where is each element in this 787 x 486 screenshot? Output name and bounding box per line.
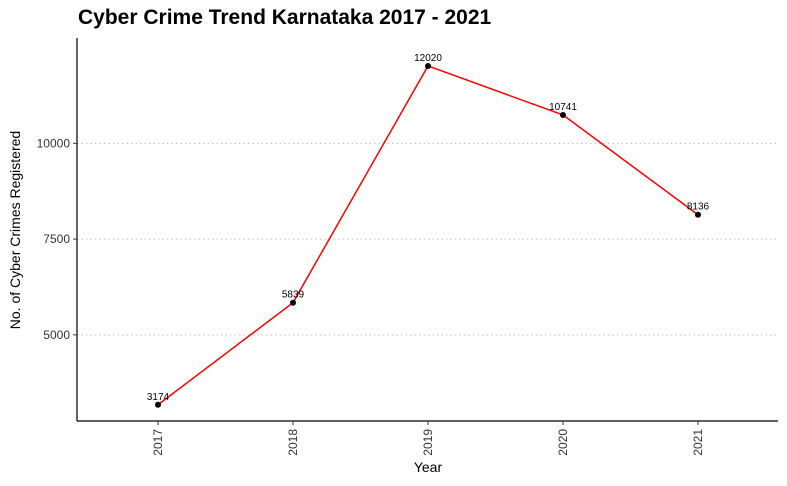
series xyxy=(155,62,701,408)
gridlines xyxy=(77,142,778,336)
data-point xyxy=(290,299,296,306)
data-label: 8136 xyxy=(687,202,710,213)
data-point xyxy=(425,62,431,69)
x-tick-label: 2018 xyxy=(286,429,300,456)
data-label: 10741 xyxy=(549,102,577,113)
data-label: 3174 xyxy=(147,392,170,403)
data-point xyxy=(560,111,566,118)
data-label: 5839 xyxy=(282,290,305,301)
x-tick-label: 2019 xyxy=(421,429,435,456)
x-tick-label: 2017 xyxy=(151,429,165,456)
chart-title: Cyber Crime Trend Karnataka 2017 - 2021 xyxy=(78,6,492,29)
x-tick-label: 2020 xyxy=(556,429,570,456)
x-axis-title: Year xyxy=(414,459,443,475)
y-axis-title: No. of Cyber Crimes Registered xyxy=(7,131,23,329)
data-point xyxy=(695,211,701,218)
data-label: 12020 xyxy=(414,53,442,64)
y-tick-label: 7500 xyxy=(43,232,70,246)
data-point xyxy=(155,401,161,408)
x-axis-ticks: 2017 2018 2019 2020 2021 xyxy=(151,421,705,456)
y-tick-label: 10000 xyxy=(37,136,71,150)
series-line xyxy=(157,65,699,406)
y-tick-label: 5000 xyxy=(43,328,70,342)
x-tick-label: 2021 xyxy=(691,429,705,456)
y-axis-ticks: 5000 7500 10000 xyxy=(37,136,77,342)
data-labels: 3174 5839 12020 10741 8136 xyxy=(147,53,710,403)
